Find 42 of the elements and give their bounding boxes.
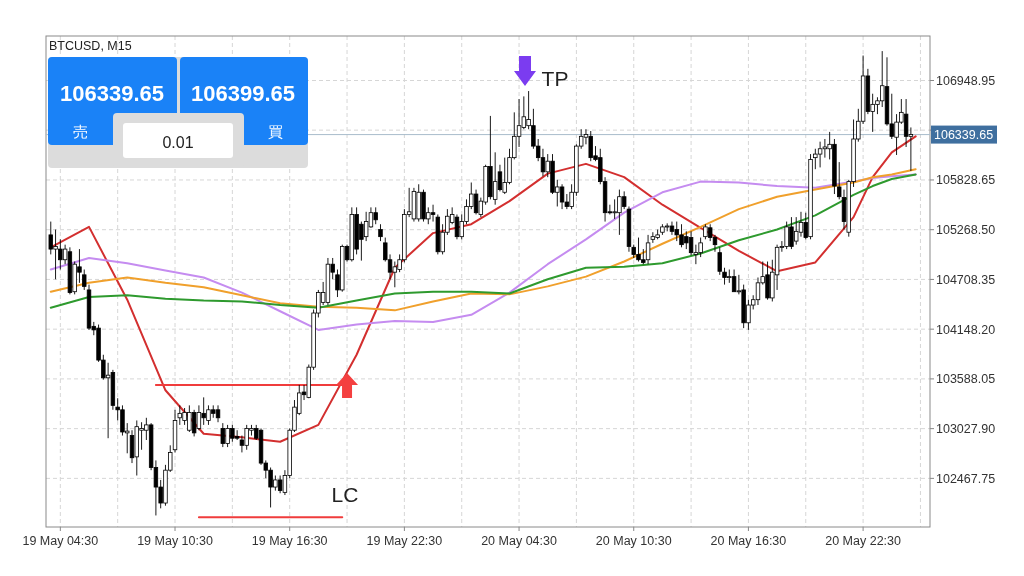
- annotation: 106339.65: [60, 81, 164, 106]
- x-tick-label: 20 May 10:30: [595, 534, 672, 548]
- candlestick: [363, 211, 369, 242]
- y-tick-label: 105828.65: [936, 173, 996, 188]
- candlestick: [559, 183, 565, 210]
- y-tick-label: 102467.75: [936, 471, 996, 486]
- annotation: LC: [331, 483, 359, 506]
- candlestick: [392, 261, 398, 288]
- candlestick: [731, 269, 737, 293]
- annotation: 0.01: [162, 134, 194, 151]
- y-tick-label: 103588.05: [936, 372, 996, 387]
- candlestick: [755, 277, 761, 306]
- annotation: TP: [541, 67, 569, 90]
- candlestick: [669, 221, 675, 236]
- annotation: 売: [72, 123, 88, 140]
- y-tick-label: 104148.20: [936, 322, 996, 337]
- x-tick-label: 20 May 22:30: [825, 534, 902, 548]
- candlestick: [129, 429, 135, 464]
- x-tick-label: 19 May 10:30: [137, 534, 213, 548]
- candlestick: [191, 409, 197, 437]
- candlestick: [473, 189, 479, 215]
- annotation: 買: [267, 123, 283, 140]
- candlestick: [645, 234, 651, 265]
- candlestick: [798, 211, 804, 238]
- candlestick: [717, 246, 722, 276]
- x-tick-label: 19 May 04:30: [22, 534, 99, 548]
- x-tick-label: 19 May 22:30: [366, 534, 443, 548]
- chart-title: BTCUSD, M15: [49, 39, 132, 53]
- x-tick-label: 19 May 16:30: [251, 534, 328, 548]
- candlestick: [196, 404, 202, 431]
- candlestick: [817, 141, 823, 168]
- ref-line-label: 106339.65: [934, 128, 994, 143]
- x-tick-label: 20 May 04:30: [481, 534, 557, 548]
- y-tick-label: 106948.95: [936, 73, 996, 88]
- candlestick: [492, 151, 498, 206]
- candlestick: [540, 148, 546, 177]
- annotation: 106399.65: [191, 81, 295, 106]
- y-tick-label: 105268.50: [936, 223, 996, 238]
- candlestick: [215, 404, 221, 423]
- y-tick-label: 103027.90: [936, 422, 996, 437]
- y-tick-label: 104708.35: [936, 272, 996, 287]
- x-tick-label: 20 May 16:30: [710, 534, 787, 548]
